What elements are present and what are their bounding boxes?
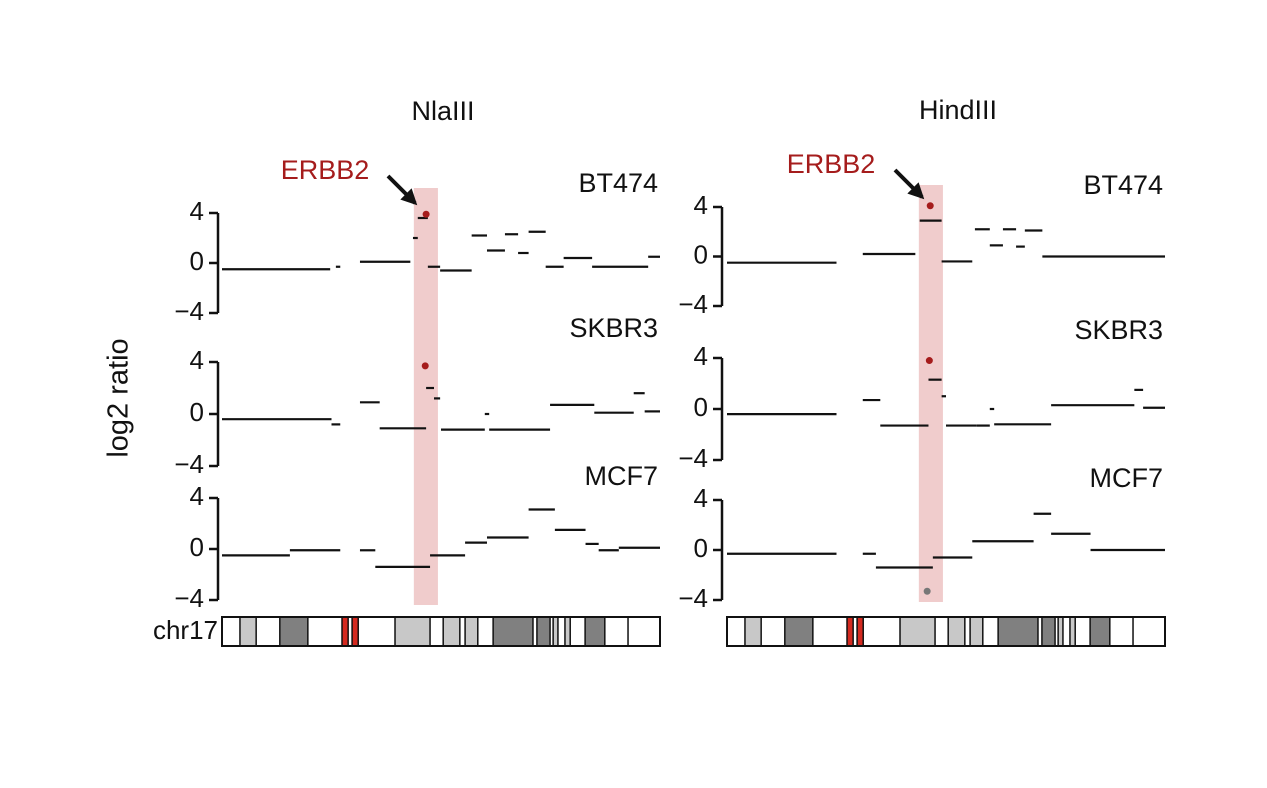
- highlight-point: [923, 587, 931, 595]
- y-tick-label: 4: [694, 190, 708, 220]
- ideogram-band: [969, 616, 984, 647]
- ideogram-band: [1041, 616, 1056, 647]
- y-axis-label: log2 ratio: [103, 338, 135, 457]
- ideogram-band: [279, 616, 309, 647]
- ideogram-band: [1132, 616, 1166, 647]
- ideogram-band: [899, 616, 936, 647]
- y-tick-label: −4: [174, 583, 204, 613]
- annotation: ERBB2: [787, 149, 876, 179]
- ideogram-band: [239, 616, 257, 647]
- ideogram-band: [584, 616, 606, 647]
- column-title: NlaIII: [411, 96, 474, 126]
- y-tick-label: 4: [694, 483, 708, 513]
- ideogram-band: [552, 616, 559, 647]
- ideogram-band: [846, 616, 854, 647]
- ideogram-band: [492, 616, 534, 647]
- ideogram-band: [856, 616, 864, 647]
- y-tick-label: −4: [174, 449, 204, 479]
- ideogram-band: [784, 616, 814, 647]
- y-tick-label: −4: [174, 296, 204, 326]
- column-title: HindIII: [919, 95, 997, 125]
- y-tick-label: 0: [694, 392, 708, 422]
- y-tick-label: −4: [678, 289, 708, 319]
- y-tick-label: 4: [190, 481, 204, 511]
- sample-label: BT474: [1083, 170, 1163, 200]
- y-tick-label: −4: [678, 583, 708, 613]
- y-tick-label: 0: [694, 533, 708, 563]
- annotation-arrow: [893, 168, 925, 200]
- highlight-region: [918, 185, 943, 602]
- ideogram-band: [442, 616, 461, 647]
- ideogram-band: [464, 616, 479, 647]
- annotation: ERBB2: [281, 155, 370, 185]
- highlight-point: [422, 210, 430, 218]
- y-tick-label: 0: [190, 397, 204, 427]
- ideogram-band: [394, 616, 431, 647]
- sample-label: SKBR3: [1074, 315, 1163, 345]
- sample-label: SKBR3: [569, 313, 658, 343]
- ideogram-band: [744, 616, 762, 647]
- ideogram-band: [341, 616, 349, 647]
- ideogram-band: [351, 616, 359, 647]
- ideogram-band: [1057, 616, 1064, 647]
- sample-label: BT474: [578, 168, 658, 198]
- sample-label: MCF7: [1090, 463, 1164, 493]
- highlight-region: [413, 188, 438, 605]
- highlight-point: [926, 202, 934, 210]
- highlight-point: [925, 357, 933, 365]
- sample-label: MCF7: [585, 461, 659, 491]
- ideogram-band: [1089, 616, 1111, 647]
- chromosome-label: chr17: [153, 615, 218, 645]
- y-tick-label: 0: [190, 246, 204, 276]
- y-tick-label: −4: [678, 443, 708, 473]
- annotation-arrow: [386, 174, 418, 206]
- ideogram-band: [627, 616, 661, 647]
- ideogram-band: [564, 616, 571, 647]
- ideogram-border: [221, 616, 661, 647]
- y-tick-label: 0: [694, 239, 708, 269]
- ideogram-band: [536, 616, 551, 647]
- ideogram-border: [726, 616, 1166, 647]
- y-tick-label: 4: [190, 196, 204, 226]
- ideogram-band: [997, 616, 1039, 647]
- y-tick-label: 0: [190, 532, 204, 562]
- ideogram-band: [947, 616, 966, 647]
- y-tick-label: 4: [190, 345, 204, 375]
- y-tick-label: 4: [694, 341, 708, 371]
- highlight-point: [421, 362, 429, 370]
- ideogram-band: [1069, 616, 1076, 647]
